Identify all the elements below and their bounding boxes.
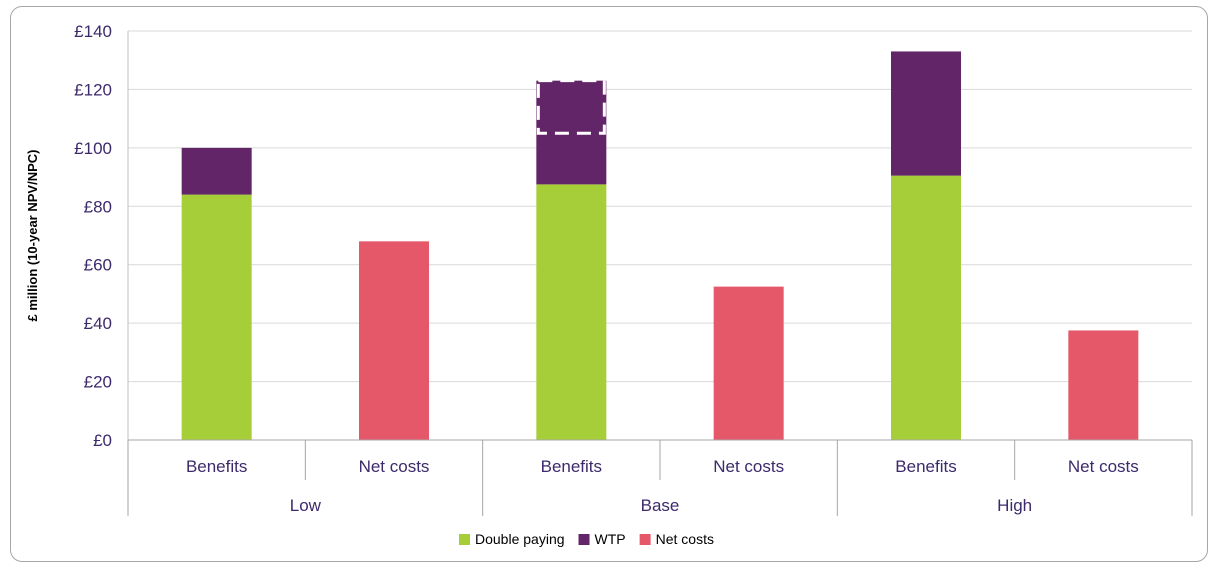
y-tick-label: £100 [74,139,112,158]
y-axis-label: £ million (10-year NPV/NPC) [25,150,40,322]
x-axis: Benefits Net costs Benefits Net costs Benefi… [127,439,1193,516]
x-group-label: Base [641,496,680,515]
bar-wtp [181,147,252,195]
gridlines [127,30,1192,441]
bars [181,51,1139,440]
y-tick-label: £140 [74,22,112,41]
legend: Double paying WTP Net costs [459,531,714,547]
bar-net-costs [713,286,784,440]
x-category-label: Net costs [359,457,430,476]
x-category-label: Benefits [186,457,247,476]
x-group-label: Low [290,496,322,515]
legend-swatch [578,534,590,545]
legend-label: Net costs [656,531,714,547]
y-tick-label: £0 [93,431,112,450]
bar-double-paying [891,175,961,440]
x-category-label: Net costs [1068,457,1139,476]
y-axis-ticks: £0 £20 £40 £60 £80 £100 £120 £140 [74,22,112,450]
x-category-label: Net costs [713,457,784,476]
legend-swatch [459,534,470,545]
y-tick-label: £20 [84,373,112,392]
bar-net-costs [1068,330,1139,440]
dashed-estimate-box [536,79,606,135]
y-tick-label: £80 [84,197,112,216]
annotations [536,79,606,135]
x-category-label: Benefits [895,457,956,476]
x-group-label: High [997,496,1032,515]
legend-swatch [639,534,651,545]
y-tick-label: £40 [84,314,112,333]
bar-net-costs [359,241,429,440]
legend-label: Double paying [475,531,565,547]
x-category-label: Benefits [541,457,602,476]
bar-wtp [891,51,961,176]
bar-double-paying [536,184,607,440]
y-tick-label: £120 [74,80,112,99]
bar-wtp [536,80,607,185]
legend-label: WTP [595,531,626,547]
bar-double-paying [181,194,252,440]
y-tick-label: £60 [84,256,112,275]
